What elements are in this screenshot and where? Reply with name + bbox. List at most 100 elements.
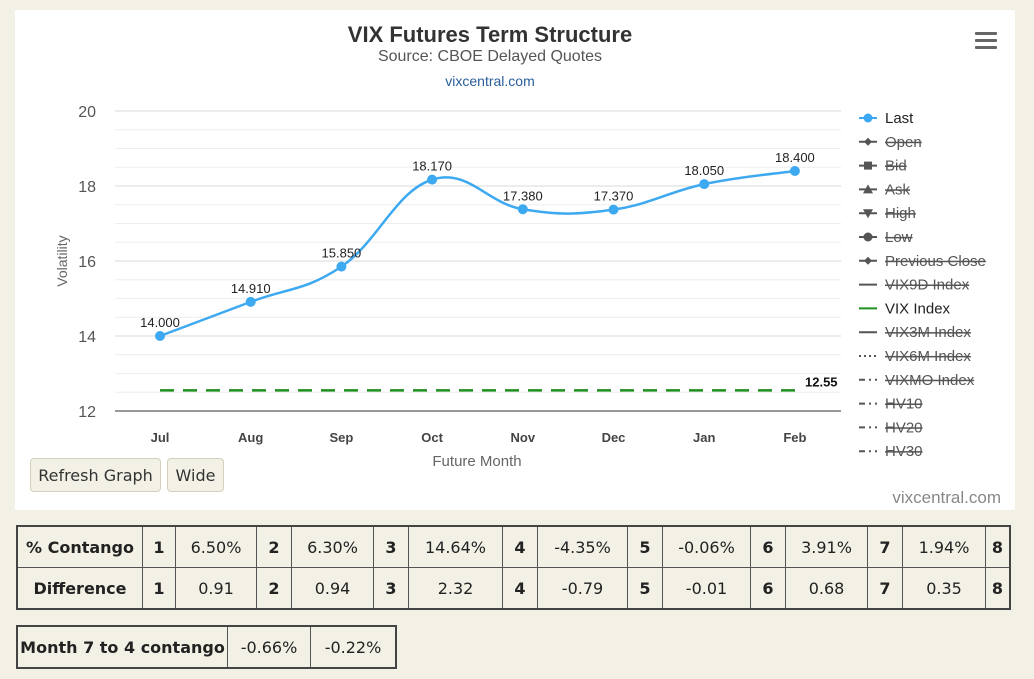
data-label-vix-index: 12.55 — [805, 374, 838, 389]
month-index-cell: 1 — [142, 525, 176, 568]
chart-title: VIX Futures Term Structure — [348, 22, 632, 47]
month-index-cell: 2 — [256, 567, 292, 610]
value-cell: 0.91 — [175, 567, 257, 610]
legend-label: Low — [885, 229, 913, 246]
legend-item[interactable]: HV20 — [859, 419, 923, 436]
legend-label: HV10 — [885, 396, 923, 413]
legend-label: Last — [885, 110, 914, 127]
legend-label: VIX Index — [885, 300, 951, 317]
x-axis: Jul Aug Sep Oct Nov Dec Jan Feb — [151, 430, 807, 445]
refresh-graph-button[interactable]: Refresh Graph — [30, 458, 161, 492]
value-cell: -4.35% — [537, 525, 628, 568]
legend-label: HV30 — [885, 443, 923, 460]
legend-label: Ask — [885, 181, 911, 198]
legend-label: VIX6M Index — [885, 348, 971, 365]
legend-item[interactable]: VIX9D Index — [859, 277, 970, 294]
data-point-last — [427, 174, 438, 185]
series-group: 14.000 14.910 15.850 18.170 17.380 17.370 18.0… — [140, 150, 838, 392]
x-tick-label: Jul — [151, 430, 170, 445]
x-tick-label: Aug — [238, 430, 263, 445]
legend-label: Bid — [885, 158, 907, 175]
month-index-cell: 5 — [627, 567, 663, 610]
legend-label: HV20 — [885, 419, 923, 436]
value-cell: 6.30% — [291, 525, 374, 568]
data-label-last: 14.910 — [231, 281, 271, 296]
legend-item[interactable]: Open — [859, 134, 922, 151]
contango-table-row: % Contango 1 6.50% 2 6.30% 3 14.64% 4 -4.35% 5 -0.… — [16, 525, 1011, 568]
source-link[interactable]: vixcentral.com — [445, 73, 534, 89]
legend-item[interactable]: VIXMO Index — [859, 372, 975, 389]
value-cell: 2.32 — [408, 567, 503, 610]
month-index-cell: 5 — [627, 525, 663, 568]
y-tick-label: 18 — [78, 179, 96, 196]
legend-item[interactable]: Last — [859, 110, 914, 127]
footer-credit[interactable]: vixcentral.com — [892, 488, 1001, 507]
chart-subtitle: Source: CBOE Delayed Quotes — [378, 48, 602, 65]
x-tick-label: Oct — [421, 430, 443, 445]
month-index-cell: 6 — [750, 525, 786, 568]
data-point-last — [789, 166, 800, 176]
month-contango-label: Month 7 to 4 contango — [16, 625, 228, 669]
data-point-last — [336, 261, 347, 272]
data-point-last — [608, 204, 619, 215]
data-label-last: 14.000 — [140, 315, 180, 330]
legend-label: VIX3M Index — [885, 324, 971, 341]
legend-item[interactable]: VIX Index — [859, 300, 951, 317]
legend-item[interactable]: Low — [859, 229, 913, 246]
month-contango-value: -0.66% — [227, 625, 311, 669]
month-contango-row: Month 7 to 4 contango -0.66% -0.22% — [16, 625, 397, 669]
legend-item[interactable]: Previous Close — [859, 253, 986, 270]
hamburger-menu-icon[interactable] — [975, 32, 997, 50]
value-cell: 0.35 — [902, 567, 986, 610]
month-index-cell: 1 — [142, 567, 176, 610]
legend-item[interactable]: HV10 — [859, 396, 923, 413]
value-cell: 3.91% — [785, 525, 868, 568]
month-index-cell: 6 — [750, 567, 786, 610]
legend-label: VIX9D Index — [885, 277, 970, 294]
legend-label: High — [885, 205, 916, 222]
data-label-last: 15.850 — [322, 246, 362, 261]
month-index-cell: 4 — [502, 525, 538, 568]
value-cell: -0.01 — [662, 567, 751, 610]
legend-item[interactable]: High — [859, 205, 916, 222]
legend-item[interactable]: VIX6M Index — [859, 348, 971, 365]
month-index-cell: 7 — [867, 567, 903, 610]
y-tick-label: 20 — [78, 104, 96, 121]
data-label-last: 18.170 — [412, 159, 452, 174]
value-cell: 6.50% — [175, 525, 257, 568]
y-axis: 12 14 16 18 20 — [78, 104, 96, 421]
wide-button[interactable]: Wide — [167, 458, 224, 492]
data-point-last — [699, 179, 710, 190]
grid-lines — [115, 110, 841, 412]
month-index-cell: 4 — [502, 567, 538, 610]
y-tick-label: 14 — [78, 329, 96, 346]
month-index-cell: 8 — [985, 525, 1011, 568]
legend-label: VIXMO Index — [885, 372, 975, 389]
data-label-last: 18.400 — [775, 150, 815, 165]
legend-item[interactable]: HV30 — [859, 443, 923, 460]
data-point-last — [155, 331, 165, 341]
x-tick-label: Feb — [783, 430, 806, 445]
row-label: % Contango — [16, 525, 143, 568]
legend-label: Open — [885, 134, 922, 151]
x-axis-label: Future Month — [432, 453, 521, 470]
row-label: Difference — [16, 567, 143, 610]
chart-canvas: VIX Futures Term Structure Source: CBOE … — [54, 22, 986, 470]
contango-table: % Contango 1 6.50% 2 6.30% 3 14.64% 4 -4.35% 5 -0.… — [16, 525, 1011, 610]
x-tick-label: Sep — [329, 430, 353, 445]
month-index-cell: 3 — [373, 567, 409, 610]
legend-item[interactable]: Bid — [859, 158, 907, 175]
data-point-last — [517, 204, 528, 215]
legend-item[interactable]: VIX3M Index — [859, 324, 971, 341]
legend-item[interactable]: Ask — [859, 181, 911, 198]
x-tick-label: Nov — [511, 430, 536, 445]
month-index-cell: 2 — [256, 525, 292, 568]
value-cell: 0.94 — [291, 567, 374, 610]
x-tick-label: Jan — [693, 430, 715, 445]
legend: Last Open Bid Ask High Low Previous Close VIX9D… — [859, 110, 986, 460]
value-cell: 1.94% — [902, 525, 986, 568]
data-label-last: 17.370 — [594, 189, 634, 204]
value-cell: 14.64% — [408, 525, 503, 568]
y-axis-label: Volatility — [54, 235, 70, 286]
contango-table-row: Difference 1 0.91 2 0.94 3 2.32 4 -0.79 5 -0.01 6 0.… — [16, 567, 1011, 610]
